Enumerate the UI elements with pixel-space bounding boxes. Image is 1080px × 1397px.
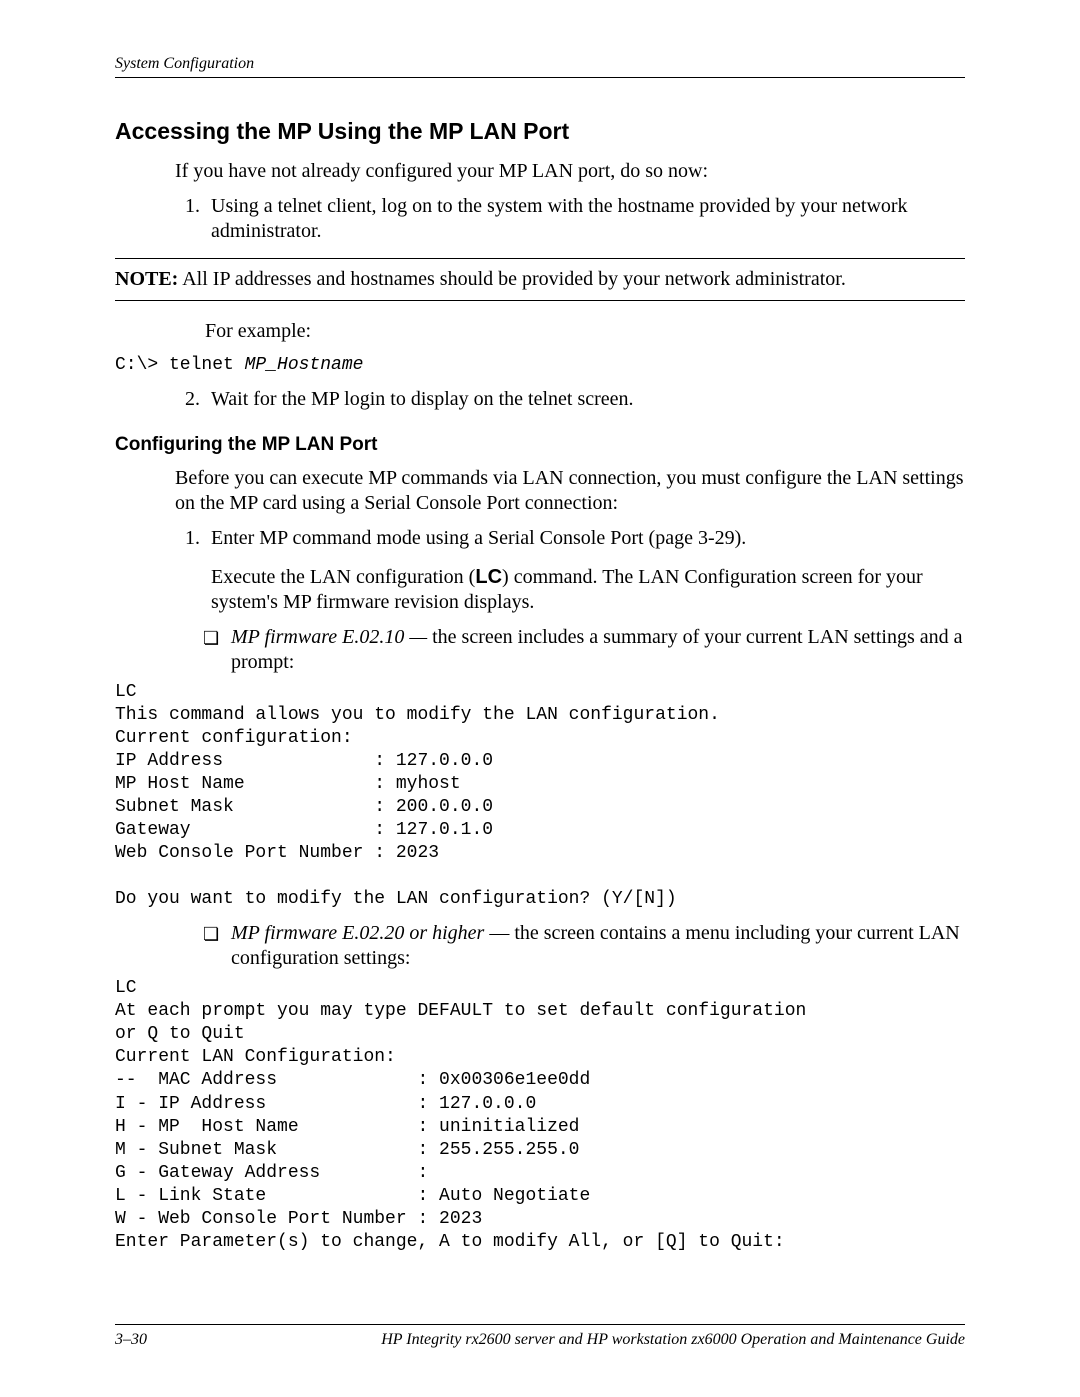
note-box: NOTE: All IP addresses and hostnames sho… — [115, 258, 965, 301]
bullet-item-1: ❏ MP firmware E.02.10 — the screen inclu… — [203, 625, 965, 675]
section-heading: Accessing the MP Using the MP LAN Port — [115, 118, 965, 145]
page-footer: 3–30 HP Integrity rx2600 server and HP w… — [115, 1324, 965, 1349]
telnet-hostname: MP_Hostname — [245, 355, 364, 375]
step-2: Wait for the MP login to display on the … — [205, 387, 965, 412]
note-label: NOTE: — [115, 268, 178, 290]
checkbox-bullet-icon: ❏ — [203, 627, 231, 650]
bullet-1-em: MP firmware E.02.10 — — [231, 626, 432, 648]
subsection-heading: Configuring the MP LAN Port — [115, 434, 965, 456]
steps-list-2: Wait for the MP login to display on the … — [115, 387, 965, 412]
steps-list-1: Using a telnet client, log on to the sys… — [115, 194, 965, 244]
config-step-1-text: Enter MP command mode using a Serial Con… — [211, 527, 746, 549]
config-steps: Enter MP command mode using a Serial Con… — [115, 526, 965, 615]
bullet-1-body: MP firmware E.02.10 — the screen include… — [231, 625, 965, 675]
lan-config-code-2: LC At each prompt you may type DEFAULT t… — [115, 977, 965, 1253]
exec-paragraph: Execute the LAN configuration (LC) comma… — [211, 565, 965, 615]
note-text: All IP addresses and hostnames should be… — [178, 268, 846, 290]
page: System Configuration Accessing the MP Us… — [0, 0, 1080, 1397]
lan-config-code-1: LC This command allows you to modify the… — [115, 681, 965, 911]
footer-title: HP Integrity rx2600 server and HP workst… — [381, 1331, 965, 1349]
running-header: System Configuration — [115, 55, 965, 78]
for-example-label: For example: — [205, 319, 965, 344]
page-number: 3–30 — [115, 1331, 147, 1349]
config-step-1: Enter MP command mode using a Serial Con… — [205, 526, 965, 615]
bullet-2-em: MP firmware E.02.20 or higher — [231, 922, 484, 944]
checkbox-bullet-icon: ❏ — [203, 923, 231, 946]
telnet-prefix: C:\> telnet — [115, 355, 245, 375]
lc-command: LC — [475, 566, 502, 588]
exec-pre: Execute the LAN configuration ( — [211, 566, 475, 588]
subsection-intro: Before you can execute MP commands via L… — [175, 466, 965, 516]
bullet-item-2: ❏ MP firmware E.02.20 or higher — the sc… — [203, 921, 965, 971]
intro-paragraph: If you have not already configured your … — [175, 159, 965, 184]
telnet-code: C:\> telnet MP_Hostname — [115, 354, 965, 377]
step-1: Using a telnet client, log on to the sys… — [205, 194, 965, 244]
bullet-2-body: MP firmware E.02.20 or higher — the scre… — [231, 921, 965, 971]
